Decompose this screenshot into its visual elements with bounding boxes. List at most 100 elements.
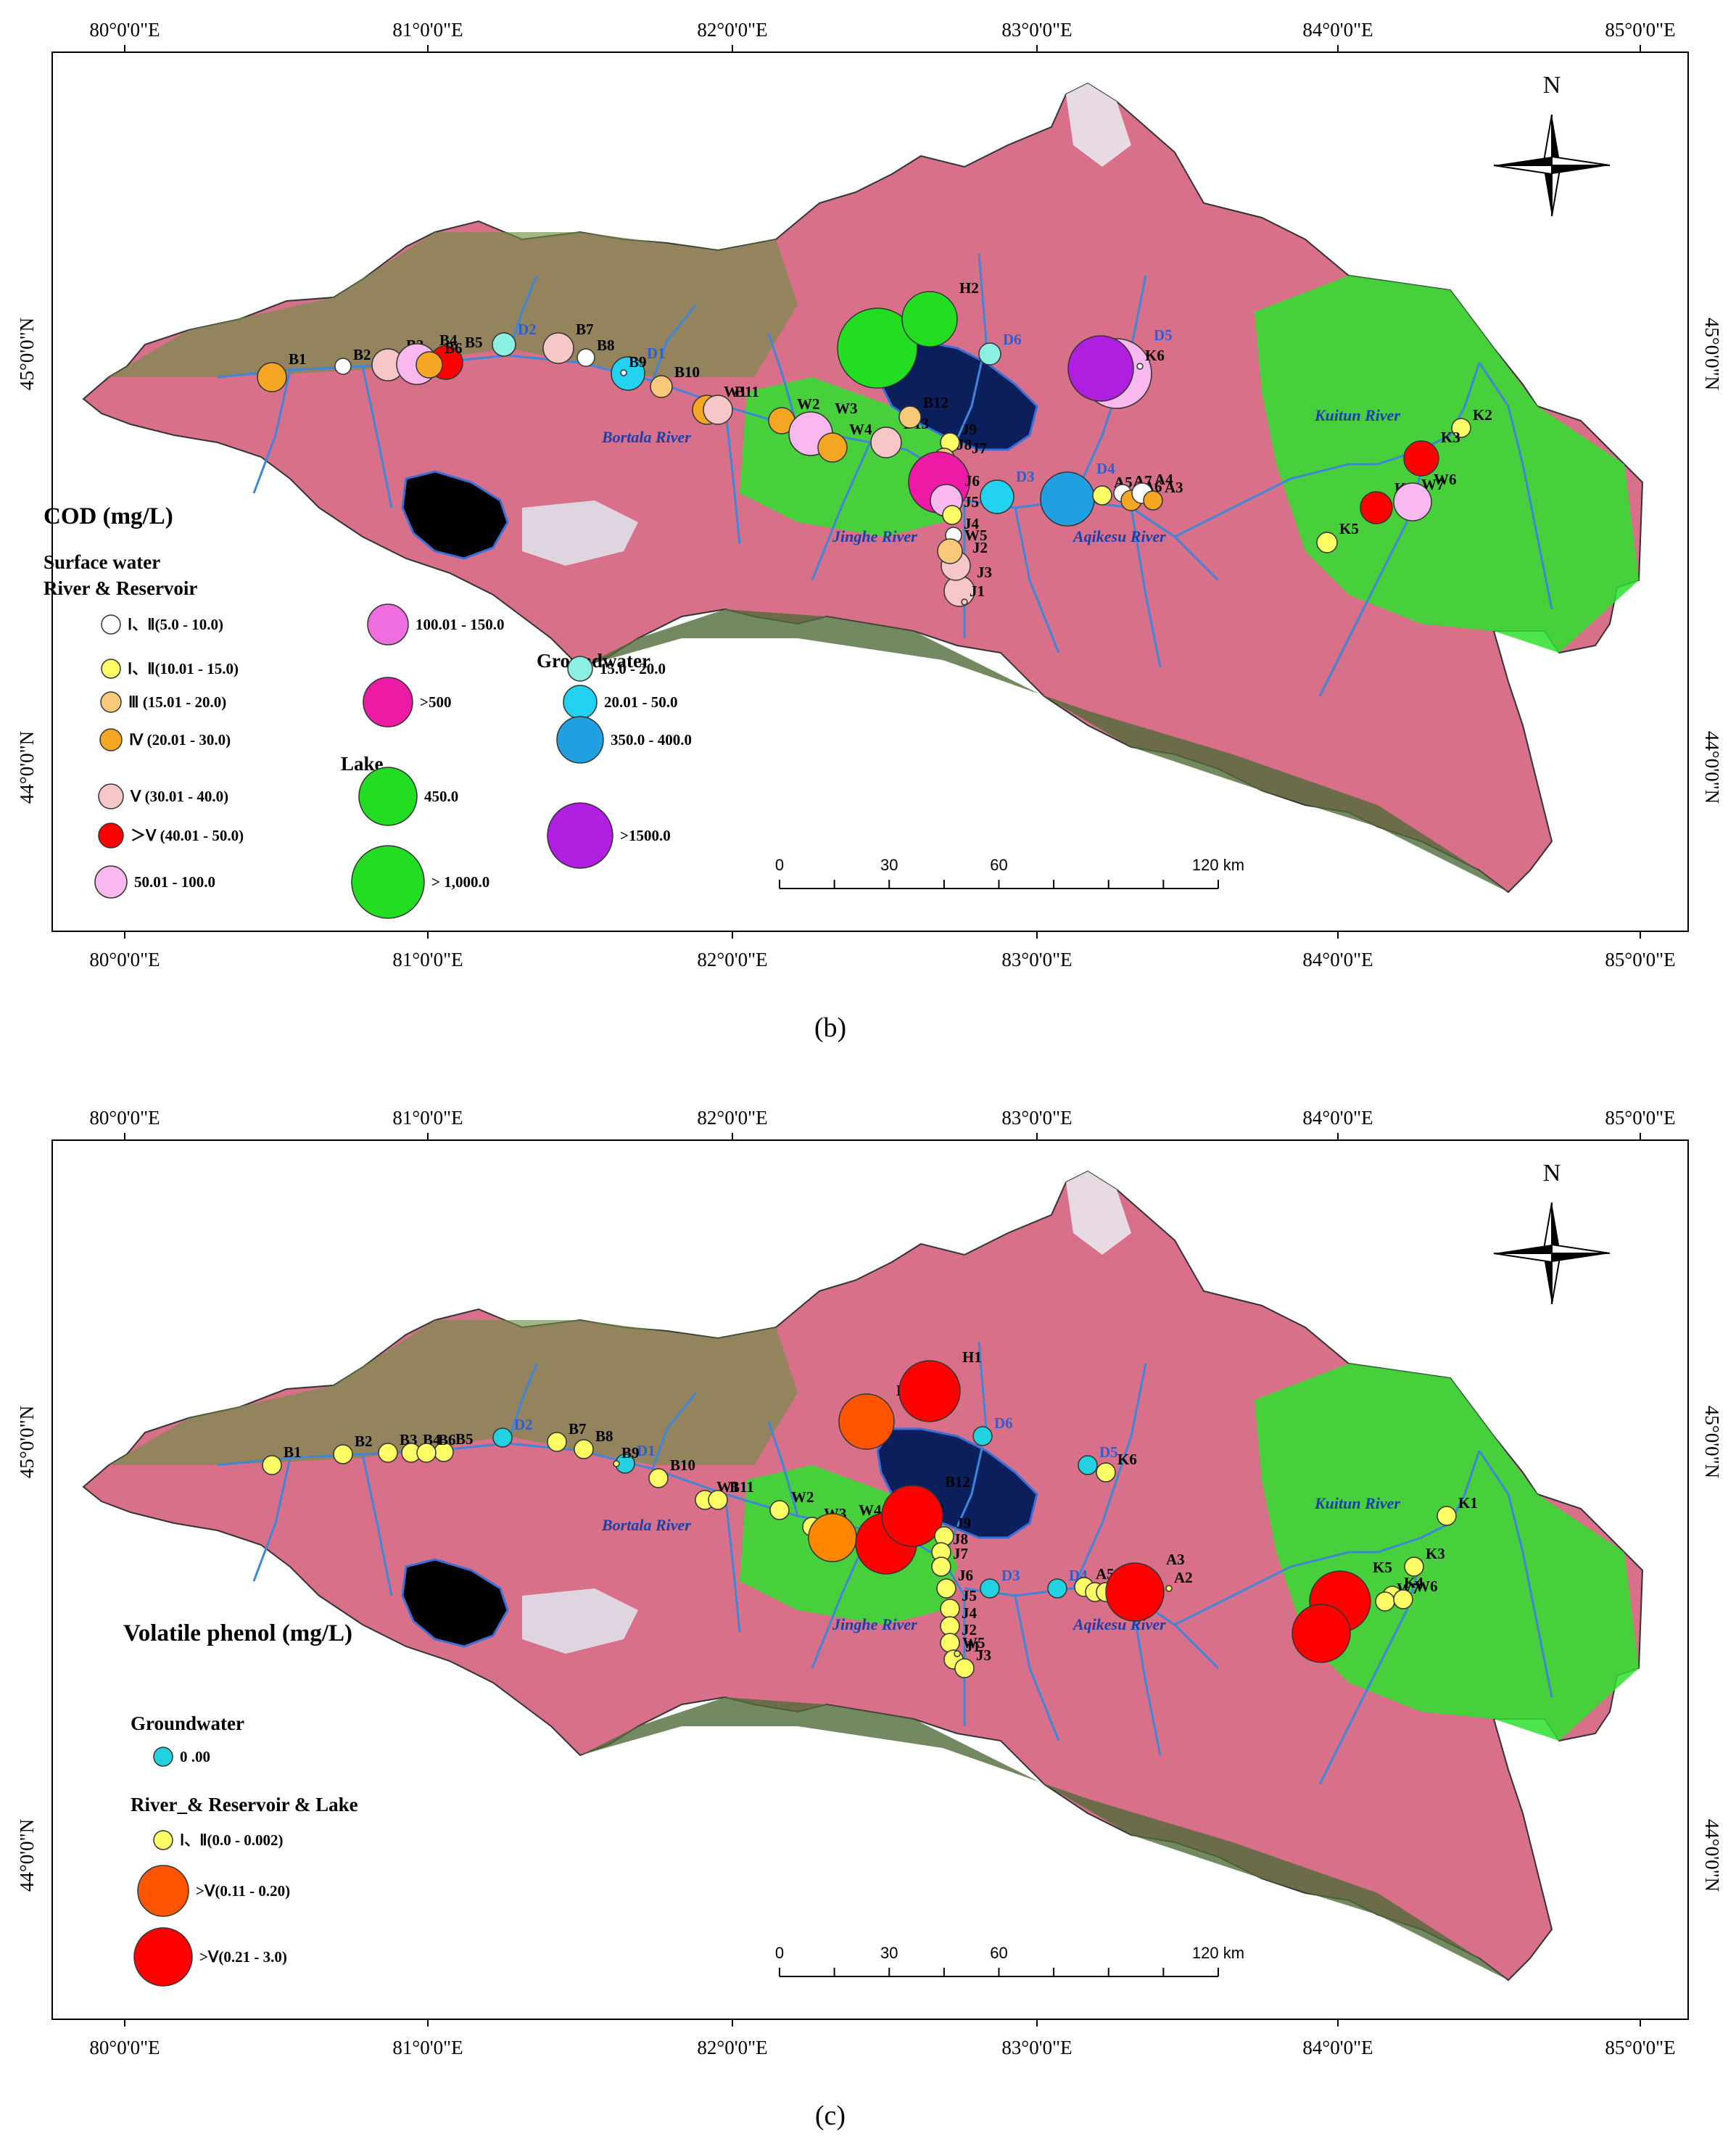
longitude-label-top: 81°0'0"E — [392, 1107, 463, 1129]
north-label: N — [1543, 1160, 1561, 1187]
sampling-site: D6 — [978, 331, 1022, 366]
river-line — [252, 369, 292, 494]
legend-swatch — [94, 865, 128, 899]
legend-swatch — [363, 677, 413, 727]
site-label: J9 — [962, 421, 977, 438]
site-marker — [937, 538, 963, 564]
site-marker — [1291, 1604, 1351, 1663]
sampling-site: D1 — [611, 345, 666, 391]
sampling-site: J1 — [961, 582, 985, 606]
site-marker — [1067, 335, 1134, 402]
legend-group-groundwater: Groundwater — [537, 650, 650, 672]
legend-group-surface-sub: River & Reservoir — [44, 577, 197, 599]
sampling-site: W6 — [1393, 1578, 1438, 1609]
longitude-label-bottom: 80°0'0"E — [89, 2037, 160, 2058]
site-marker — [808, 1513, 857, 1562]
sampling-site: B10 — [650, 363, 700, 398]
scale-label: 0 — [775, 1944, 784, 1962]
site-marker — [940, 1616, 960, 1636]
legend-swatch — [100, 691, 122, 713]
snow-cap-north — [1066, 1171, 1131, 1255]
river-line — [1014, 507, 1060, 654]
longitude-label-bottom: 85°0'0"E — [1605, 949, 1675, 970]
river-line — [811, 442, 872, 581]
sampling-site: K3 — [1403, 429, 1460, 477]
legend-group-surface: Surface water — [44, 551, 160, 573]
sampling-site: J5 — [940, 1587, 977, 1619]
site-label: B1 — [289, 350, 307, 368]
site-label: J3 — [977, 564, 992, 581]
site-label: K5 — [1373, 1559, 1392, 1576]
mountain-vegetation — [109, 232, 798, 377]
site-label: K4 — [1404, 1574, 1423, 1591]
sampling-site: A3 — [1143, 479, 1183, 511]
latitude-label-right: 44°0'0"N — [1701, 1819, 1723, 1892]
sampling-site: W5 — [937, 527, 988, 564]
longitude-label-top: 82°0'0"E — [697, 1107, 767, 1129]
site-label: J2 — [972, 539, 988, 556]
sampling-site: B11 — [703, 383, 759, 425]
legend-label: Ⅲ (15.01 - 20.0) — [128, 693, 226, 711]
site-marker — [1360, 491, 1393, 524]
sampling-site: D6 — [972, 1414, 1013, 1446]
sampling-site: W4 — [808, 1501, 882, 1562]
site-marker — [1096, 1462, 1116, 1483]
site-marker — [870, 426, 902, 458]
site-marker — [1040, 471, 1095, 527]
longitude-label-top: 83°0'0"E — [1001, 1107, 1072, 1129]
site-label: B5 — [455, 1430, 474, 1448]
river-label: Aqikesu River — [1072, 1615, 1166, 1633]
river-label: Kuitun River — [1314, 1494, 1400, 1512]
site-marker — [648, 1468, 669, 1488]
mountain-vegetation — [109, 1320, 798, 1465]
longitude-label-bottom: 80°0'0"E — [89, 949, 160, 970]
river-line — [651, 1392, 698, 1469]
legend-swatch — [153, 1747, 173, 1767]
longitude-label-bottom: 81°0'0"E — [392, 2037, 463, 2058]
river-line — [1174, 463, 1378, 538]
site-label: B2 — [355, 1432, 373, 1450]
longitude-label-top: 85°0'0"E — [1605, 19, 1675, 41]
legend-group-surface: River_& Reservoir & Lake — [131, 1794, 358, 1815]
longitude-label-top: 82°0'0"E — [697, 19, 767, 41]
southern-mountains — [580, 1697, 1508, 1980]
river-line — [1072, 1363, 1147, 1589]
river-label: Bortala River — [601, 428, 691, 446]
legend-swatch — [367, 603, 409, 646]
site-marker — [817, 432, 848, 463]
site-marker — [980, 1578, 1000, 1599]
snow-cap-west — [522, 500, 638, 566]
longitude-label-bottom: 83°0'0"E — [1001, 949, 1072, 970]
site-label: B11 — [735, 383, 759, 400]
legend-swatch — [101, 659, 121, 679]
sampling-site: J5 — [942, 493, 979, 525]
sampling-site: W2 — [768, 395, 820, 434]
legend-swatch — [358, 767, 418, 826]
sampling-site: B11 — [708, 1478, 754, 1510]
legend: Volatile phenol (mg/L) Groundwater River_&… — [123, 1620, 358, 1987]
longitude-label-bottom: 81°0'0"E — [392, 949, 463, 970]
site-label: A2 — [1174, 1569, 1193, 1586]
legend-swatch — [98, 783, 124, 809]
legend-label: >1500.0 — [620, 827, 671, 844]
latitude-label-right: 45°0'0"N — [1701, 1406, 1723, 1478]
river-label: Bortala River — [601, 1516, 691, 1534]
sampling-site: D3 — [980, 1567, 1020, 1599]
site-label: B10 — [670, 1456, 695, 1474]
scale-label: 0 — [775, 856, 784, 874]
site-marker — [333, 1444, 353, 1464]
sampling-site: J2 — [940, 1621, 977, 1653]
latitude-label-right: 45°0'0"N — [1701, 318, 1723, 390]
site-label: B10 — [674, 363, 700, 381]
legend-label: Ⅴ (30.01 - 40.0) — [130, 788, 228, 805]
site-marker — [576, 348, 595, 367]
sampling-site: B7 — [542, 321, 594, 364]
site-marker — [334, 358, 352, 375]
river-line — [1318, 1559, 1423, 1785]
site-label: J6 — [958, 1567, 973, 1584]
site-marker — [972, 1426, 993, 1446]
site-label: B12 — [923, 394, 948, 411]
site-label: J2 — [962, 1621, 977, 1638]
site-marker — [1105, 1562, 1165, 1622]
legend-swatch — [547, 802, 613, 869]
